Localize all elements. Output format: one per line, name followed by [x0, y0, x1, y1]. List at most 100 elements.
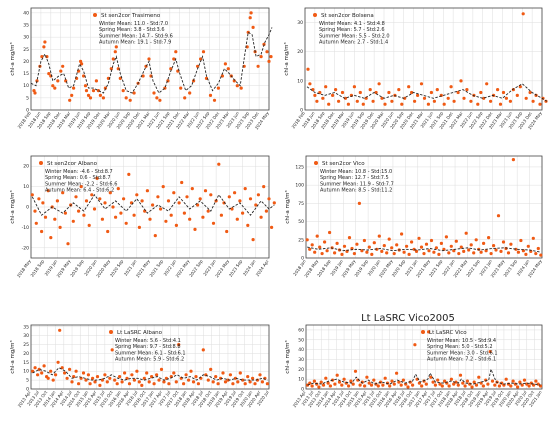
- data-point: [159, 367, 164, 371]
- data-point: [414, 249, 419, 253]
- data-point: [518, 380, 522, 384]
- data-point: [511, 158, 515, 162]
- data-point: [410, 240, 414, 244]
- data-point: [434, 246, 438, 250]
- data-point: [82, 74, 86, 78]
- data-point: [72, 86, 76, 90]
- y-tick-label: 0: [26, 387, 29, 393]
- data-point: [506, 251, 511, 255]
- data-point: [395, 371, 399, 375]
- trend-line: [306, 83, 548, 102]
- data-point: [152, 91, 156, 95]
- legend-stat: Autumn Mean: 2.7 - Std:1.4: [319, 40, 388, 46]
- data-point: [96, 89, 100, 93]
- x-tick-label: 2021 Sep: [149, 258, 165, 277]
- data-point: [490, 379, 495, 383]
- data-point: [36, 373, 40, 377]
- data-point: [228, 373, 232, 377]
- data-point: [374, 90, 378, 95]
- data-point: [161, 185, 165, 189]
- data-point: [377, 82, 381, 86]
- data-point: [313, 93, 317, 97]
- data-point: [407, 85, 411, 89]
- data-point: [95, 176, 99, 180]
- data-point: [54, 373, 58, 377]
- y-tick-label: 0: [300, 108, 303, 114]
- data-point: [390, 99, 394, 103]
- data-point: [153, 234, 157, 238]
- data-point: [362, 238, 366, 243]
- data-point: [92, 207, 97, 211]
- y-tick-label: 75: [298, 201, 304, 207]
- data-point: [137, 225, 141, 229]
- data-point: [155, 96, 159, 100]
- data-point: [182, 211, 186, 215]
- data-point: [114, 215, 118, 219]
- data-point: [381, 383, 385, 387]
- data-point: [397, 88, 401, 92]
- data-point: [223, 62, 227, 66]
- legend-stat: Winter Mean: 5.6 - Std:4.1: [115, 338, 181, 344]
- data-point: [203, 189, 208, 193]
- data-point: [167, 382, 171, 386]
- data-point: [243, 382, 247, 386]
- data-point: [501, 90, 506, 95]
- data-point: [209, 367, 213, 371]
- data-point: [349, 379, 353, 383]
- data-point: [172, 371, 176, 375]
- data-point: [335, 373, 339, 377]
- data-point: [477, 375, 481, 379]
- data-point: [192, 79, 196, 83]
- data-point: [70, 93, 74, 97]
- data-point: [145, 189, 149, 193]
- data-point: [113, 378, 117, 382]
- data-point: [370, 252, 374, 256]
- data-point: [458, 373, 463, 377]
- data-point: [363, 384, 367, 388]
- data-point: [438, 382, 442, 386]
- data-point: [177, 343, 181, 347]
- data-point: [59, 69, 63, 73]
- data-point: [457, 252, 461, 256]
- y-tick-label: 25: [23, 342, 29, 348]
- data-point: [463, 384, 467, 388]
- data-point: [40, 55, 44, 59]
- data-point: [485, 82, 489, 86]
- data-point: [204, 76, 209, 80]
- data-point: [524, 252, 528, 256]
- data-point: [387, 237, 391, 241]
- data-point: [320, 252, 324, 256]
- y-tick-label: 50: [298, 337, 304, 343]
- data-point: [251, 238, 255, 242]
- legend-marker: [109, 330, 113, 334]
- legend-marker: [314, 161, 318, 165]
- data-point: [188, 217, 192, 221]
- legend-stat: Summer Mean: 11.9 - Std:7.7: [320, 181, 394, 187]
- data-point: [169, 213, 173, 217]
- data-point: [504, 377, 508, 381]
- y-tick-label: 30: [23, 35, 29, 41]
- data-point: [272, 201, 276, 205]
- trend-line: [307, 367, 541, 386]
- data-point: [88, 382, 92, 386]
- data-point: [400, 102, 404, 106]
- y-tick-label: 10: [297, 78, 303, 84]
- legend-stat: Autumn Mean: 7.2 - Std:6.1: [427, 357, 496, 363]
- data-point: [372, 378, 376, 382]
- data-point: [442, 247, 446, 251]
- data-point: [387, 90, 391, 95]
- data-point: [474, 238, 478, 242]
- data-point: [470, 385, 474, 389]
- data-point: [352, 85, 356, 89]
- data-point: [91, 89, 96, 93]
- data-point: [412, 247, 416, 251]
- data-point: [251, 376, 255, 380]
- data-point: [444, 235, 448, 239]
- data-point: [462, 96, 466, 100]
- data-point: [308, 82, 312, 86]
- data-point: [382, 244, 386, 248]
- plot-frame: [305, 155, 543, 259]
- data-point: [405, 244, 409, 248]
- data-point: [494, 248, 498, 252]
- data-point: [196, 203, 200, 207]
